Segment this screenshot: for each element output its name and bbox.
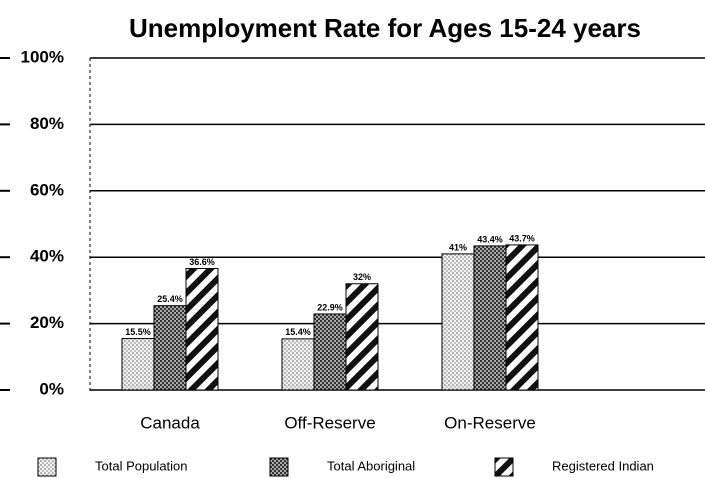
bar	[473, 245, 507, 391]
legend-swatch	[37, 457, 57, 477]
value-label: 41%	[449, 242, 467, 252]
y-tick-label: 100%	[21, 47, 64, 66]
y-tick-label: 40%	[30, 247, 64, 266]
x-tick-label: Canada	[140, 413, 200, 432]
legend-swatch	[494, 457, 514, 477]
chart-title: Unemployment Rate for Ages 15-24 years	[129, 13, 641, 43]
bar	[281, 338, 315, 391]
y-tick-label: 80%	[30, 114, 64, 133]
value-label: 43.4%	[477, 234, 503, 244]
value-label: 43.7%	[509, 233, 535, 243]
bar	[185, 267, 219, 391]
value-label: 15.4%	[285, 327, 311, 337]
y-tick-label: 20%	[30, 313, 64, 332]
y-tick-label: 0%	[39, 379, 64, 398]
y-tick-label: 60%	[30, 180, 64, 199]
bar	[313, 313, 347, 391]
legend-label: Total Aboriginal	[327, 458, 415, 473]
bar	[153, 305, 187, 391]
legend-label: Registered Indian	[552, 458, 654, 473]
bar	[345, 283, 379, 391]
value-label: 22.9%	[317, 302, 343, 312]
legend-label: Total Population	[95, 458, 188, 473]
bar	[441, 253, 475, 391]
bar	[505, 244, 539, 391]
x-tick-label: On-Reserve	[444, 413, 536, 432]
value-label: 25.4%	[157, 294, 183, 304]
value-label: 15.5%	[125, 327, 151, 337]
value-label: 36.6%	[189, 257, 215, 267]
legend-swatch	[269, 457, 289, 477]
x-tick-label: Off-Reserve	[284, 413, 375, 432]
value-label: 32%	[353, 272, 371, 282]
bar	[121, 338, 155, 391]
